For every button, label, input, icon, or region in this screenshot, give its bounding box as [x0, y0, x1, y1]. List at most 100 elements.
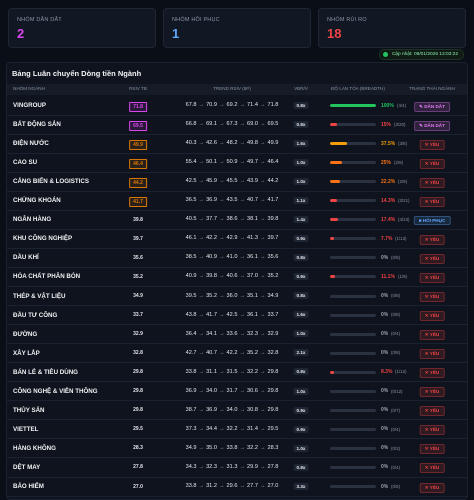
trend-value: 33.8	[185, 368, 197, 375]
trend-value: 29.6	[217, 483, 237, 489]
trend-value: 32.2	[237, 369, 257, 375]
trend-value: 41.0	[217, 254, 237, 260]
trend: 37.334.432.231.429.5	[186, 426, 279, 432]
breadth-track	[330, 142, 376, 146]
trend-value: 45.9	[196, 178, 216, 184]
breadth-track	[330, 465, 376, 469]
sector-name: DẦU KHÍ	[13, 254, 39, 262]
breadth-label: 0%	[381, 293, 389, 300]
trend-value: 30.6	[237, 388, 257, 394]
trend-value: 37.7	[196, 216, 216, 222]
trend-value: 45.5	[217, 178, 237, 184]
trend-value: 35.0	[196, 445, 216, 451]
row-divider	[7, 381, 467, 383]
update-text: Cập nhật: 09/01/2026 13:03:22	[391, 52, 458, 57]
breadth-count: (0/12)	[391, 388, 403, 394]
trend-value: 50.1	[196, 159, 216, 165]
breadth-label: 0%	[381, 464, 389, 471]
rsiv-value: 69.5	[129, 120, 147, 131]
breadth-count: (0/4)	[391, 331, 401, 337]
trend-value: 31.3	[217, 464, 237, 470]
trend: 40.342.648.249.849.9	[186, 140, 279, 146]
trend-value: 46.4	[258, 159, 278, 165]
row-divider	[7, 362, 467, 364]
rsiv-value: 34.9	[133, 293, 143, 300]
vbr-value: 1.0x	[293, 444, 309, 452]
row-divider	[7, 228, 467, 230]
trend-value: 32.3	[196, 464, 216, 470]
trend-value: 36.0	[217, 293, 237, 299]
trend-value: 48.2	[217, 140, 237, 146]
trend-value: 34.3	[185, 463, 197, 470]
trend-value: 34.9	[258, 293, 278, 299]
breadth-count: (2/8)	[394, 159, 404, 165]
trend-value: 38.7	[185, 406, 197, 413]
breadth-label: 15%	[381, 121, 392, 128]
vbr-value: 1.6x	[293, 139, 309, 147]
status-chip: YẾU	[419, 158, 445, 169]
column-header: NHÓM NGÀNH	[13, 86, 45, 91]
breadth-bar	[330, 161, 342, 165]
trend: 36.434.133.632.332.9	[186, 331, 279, 337]
trend-value: 27.8	[258, 464, 278, 470]
trend-value: 33.8	[185, 483, 197, 490]
rsiv-value: 28.3	[133, 445, 143, 452]
trend-value: 69.1	[196, 121, 216, 127]
row-divider	[7, 247, 467, 249]
vbr-value: 0.8x	[293, 368, 309, 376]
breadth-label: 37.5%	[381, 140, 396, 147]
trend-value: 37.0	[237, 273, 257, 279]
trend-value: 35.1	[237, 293, 257, 299]
trend-value: 36.1	[237, 254, 257, 260]
trend: 40.537.738.638.139.8	[186, 216, 279, 222]
breadth-label: 25%	[381, 159, 392, 166]
breadth-bar	[330, 123, 337, 127]
status-chip: YẾU	[419, 444, 445, 455]
breadth-count: (3/20)	[394, 121, 406, 127]
trend: 33.831.229.627.727.0	[186, 483, 279, 489]
breadth-count: (2/9)	[398, 178, 408, 184]
trend-value: 29.8	[258, 369, 278, 375]
trend: 42.545.945.543.944.2	[186, 178, 279, 184]
vbr-value: 0.8x	[293, 101, 309, 109]
breadth-track	[330, 104, 376, 108]
rsiv-value: 39.7	[133, 235, 143, 242]
status-chip: YẾU	[419, 253, 445, 264]
trend-value: 29.9	[237, 464, 257, 470]
trend-value: 38.1	[237, 216, 257, 222]
card-label: NHÓM RỦI RO	[327, 17, 367, 23]
trend-value: 38.6	[217, 216, 237, 222]
breadth-track	[330, 427, 376, 431]
row-divider	[7, 305, 467, 307]
status-chip: DẪN DẮT	[414, 101, 450, 112]
trend-value: 40.5	[185, 216, 197, 223]
trend-value: 66.8	[185, 121, 197, 128]
vbr-value: 1.4x	[293, 216, 309, 224]
sector-name: DỆT MAY	[13, 463, 41, 471]
vbr-value: 0.8x	[293, 292, 309, 300]
vbr-value: 0.9x	[293, 425, 309, 433]
breadth-track	[330, 123, 376, 127]
trend-value: 36.9	[185, 387, 197, 394]
rsiv-value: 29.8	[133, 369, 143, 376]
vbr-value: 0.8x	[293, 463, 309, 471]
sector-name: NGÂN HÀNG	[13, 216, 52, 224]
trend-value: 32.2	[217, 426, 237, 432]
rsiv-value: 33.7	[133, 312, 143, 319]
trend-value: 31.2	[196, 483, 216, 489]
trend-value: 29.8	[258, 388, 278, 394]
breadth-count: (0/8)	[391, 312, 401, 318]
vbr-value: 2.1x	[293, 349, 309, 357]
vbr-value: 0.8x	[293, 120, 309, 128]
row-divider	[7, 324, 467, 326]
card-label: NHÓM DẪN DẮT	[17, 17, 62, 23]
vbr-value: 0.8x	[293, 254, 309, 262]
breadth-count: (3/8)	[398, 140, 408, 146]
breadth-track	[330, 275, 376, 279]
breadth-bar	[330, 142, 348, 146]
breadth-track	[330, 180, 376, 184]
sector-name: KHU CÔNG NGHIỆP	[13, 235, 73, 243]
breadth-label: 11.1%	[381, 273, 395, 280]
trend-value: 71.8	[258, 102, 278, 108]
rsiv-value: 35.6	[133, 254, 143, 261]
